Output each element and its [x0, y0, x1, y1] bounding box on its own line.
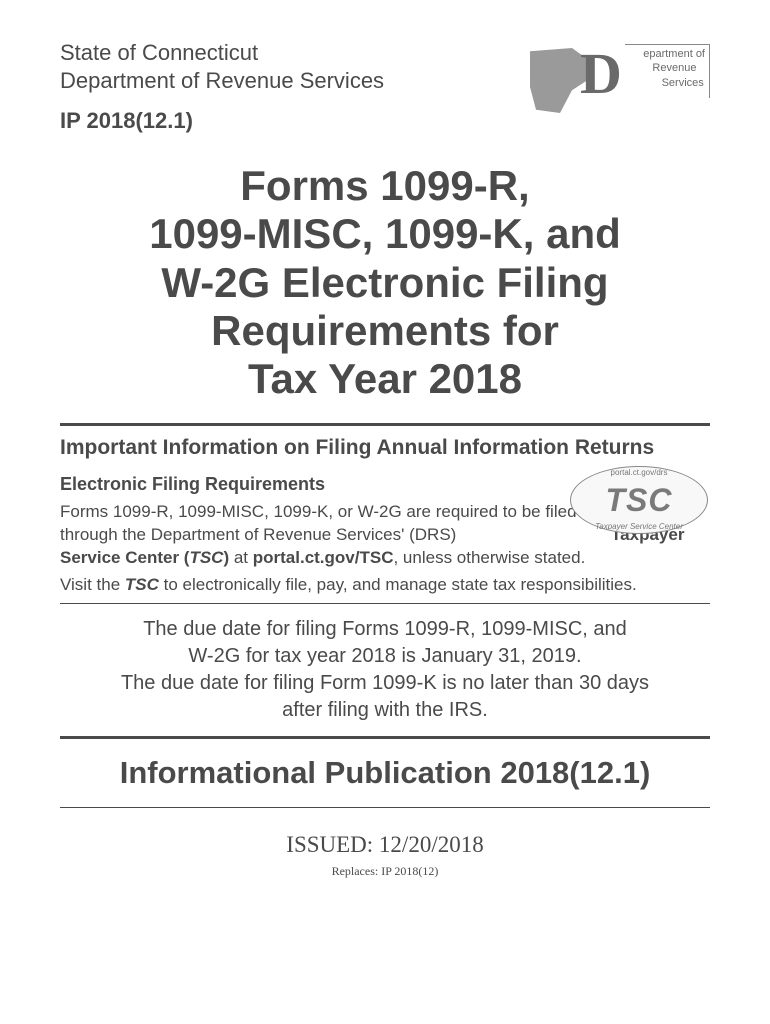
- due-line3: The due date for filing Form 1099-K is n…: [121, 672, 649, 694]
- title-line5: Tax Year 2018: [248, 355, 522, 402]
- logo-line2: evenue: [660, 62, 696, 74]
- main-title: Forms 1099-R, 1099-MISC, 1099-K, and W-2…: [60, 162, 710, 403]
- para1-f: portal.ct.gov/TSC: [253, 548, 394, 567]
- divider: [60, 807, 710, 808]
- para2-a: Visit the: [60, 575, 125, 594]
- logo-line1: epartment of: [643, 48, 705, 60]
- ip-number: IP 2018(12.1): [60, 108, 530, 134]
- due-line2: W-2G for tax year 2018 is January 31, 20…: [188, 645, 581, 667]
- logo-letter-d: D: [580, 45, 622, 103]
- replaces-line: Replaces: IP 2018(12): [60, 864, 710, 879]
- title-line3: W-2G Electronic Filing: [161, 259, 608, 306]
- drs-logo: D epartment of Revenue Services: [530, 40, 710, 120]
- issued-date: ISSUED: 12/20/2018: [60, 832, 710, 858]
- publication-title: Informational Publication 2018(12.1): [60, 755, 710, 791]
- section-heading: Important Information on Filing Annual I…: [60, 436, 710, 460]
- title-line1: Forms 1099-R,: [240, 162, 529, 209]
- tsc-badge: portal.ct.gov/drs TSC Taxpayer Service C…: [570, 466, 710, 538]
- title-line2: 1099-MISC, 1099-K, and: [149, 210, 621, 257]
- department-name: Department of Revenue Services: [60, 68, 530, 94]
- tsc-main-text: TSC: [606, 482, 673, 519]
- due-line4: after filing with the IRS.: [282, 699, 488, 721]
- due-line1: The due date for filing Forms 1099-R, 10…: [143, 618, 627, 640]
- para2-b: TSC: [125, 575, 159, 594]
- divider: [60, 423, 710, 426]
- para1-g: , unless otherwise stated.: [393, 548, 585, 567]
- title-line4: Requirements for: [211, 307, 559, 354]
- tsc-top-text: portal.ct.gov/drs: [571, 468, 707, 477]
- due-dates: The due date for filing Forms 1099-R, 10…: [60, 616, 710, 724]
- tsc-bottom-text: Taxpayer Service Center: [571, 522, 707, 531]
- divider: [60, 603, 710, 604]
- header-left: State of Connecticut Department of Reven…: [60, 40, 530, 134]
- document-page: State of Connecticut Department of Reven…: [0, 0, 770, 919]
- divider: [60, 736, 710, 739]
- efiling-para2: Visit the TSC to electronically file, pa…: [60, 574, 710, 597]
- para1-d: ): [223, 548, 233, 567]
- para2-c: to electronically file, pay, and manage …: [159, 575, 637, 594]
- efiling-block: portal.ct.gov/drs TSC Taxpayer Service C…: [60, 474, 710, 597]
- header: State of Connecticut Department of Reven…: [60, 40, 710, 134]
- logo-line3: ervices: [669, 77, 704, 89]
- para1-e: at: [234, 548, 253, 567]
- state-name: State of Connecticut: [60, 40, 530, 66]
- tsc-oval-icon: portal.ct.gov/drs TSC Taxpayer Service C…: [570, 466, 708, 534]
- logo-text: epartment of Revenue Services: [625, 44, 710, 98]
- para1-c: TSC: [189, 548, 223, 567]
